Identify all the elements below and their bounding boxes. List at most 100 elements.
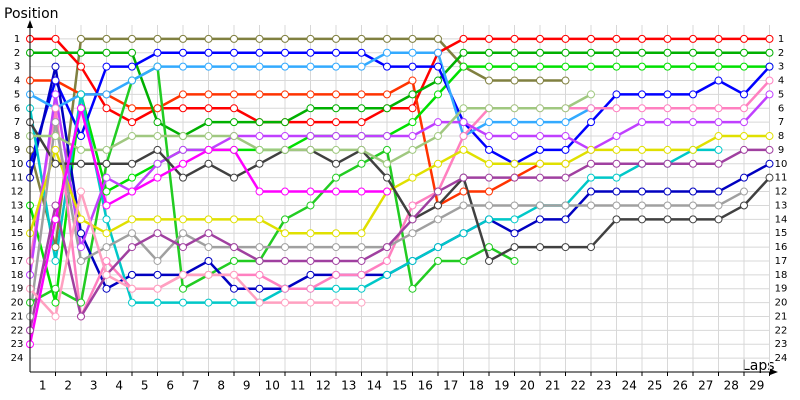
lap-marker	[485, 201, 493, 210]
lap-marker	[332, 229, 340, 238]
lap-marker	[281, 256, 289, 265]
lap-marker	[102, 159, 111, 168]
lap-marker	[128, 104, 136, 113]
lap-marker	[485, 187, 493, 196]
lap-marker	[102, 187, 111, 196]
lap-marker	[255, 145, 264, 154]
lap-marker	[357, 243, 366, 252]
lap-marker	[740, 132, 748, 141]
lap-marker	[51, 76, 60, 85]
y-tick-label-right: 2	[778, 48, 784, 59]
lap-marker	[77, 215, 85, 224]
lap-marker	[612, 215, 621, 224]
lap-marker	[638, 90, 646, 99]
lap-marker	[128, 118, 136, 127]
lap-marker	[357, 256, 366, 265]
y-tick-label: 24	[11, 353, 24, 364]
y-tick-label: 22	[11, 325, 24, 336]
y-tick-label-right: 12	[775, 187, 788, 198]
lap-marker	[638, 118, 646, 127]
lap-marker	[612, 187, 621, 196]
lap-marker	[204, 90, 213, 99]
lap-marker	[255, 284, 264, 293]
x-tick-label: 14	[367, 379, 382, 393]
lap-marker	[485, 256, 493, 265]
lap-marker	[612, 159, 621, 168]
y-tick-label-right: 11	[775, 173, 788, 184]
lap-marker	[383, 90, 391, 99]
y-tick-label-right: 16	[775, 242, 788, 253]
lap-marker	[204, 298, 213, 307]
lap-marker	[714, 145, 723, 154]
lap-marker	[485, 159, 493, 168]
lap-marker	[230, 62, 238, 71]
lap-marker	[230, 118, 238, 127]
lap-marker	[587, 62, 595, 71]
y-tick-label: 17	[11, 256, 24, 267]
lap-marker	[689, 118, 697, 127]
lap-marker	[459, 48, 468, 57]
y-tick-label: 3	[14, 62, 20, 73]
lap-marker	[230, 284, 238, 293]
lap-marker	[561, 132, 570, 141]
lap-marker	[306, 256, 315, 265]
lap-marker	[536, 104, 544, 113]
lap-marker	[408, 90, 417, 99]
y-tick-label: 20	[11, 298, 24, 309]
lap-marker	[510, 215, 519, 224]
y-tick-label-right: 18	[775, 270, 788, 281]
lap-marker	[204, 118, 213, 127]
lap-marker	[663, 215, 672, 224]
lap-marker	[612, 201, 621, 210]
lap-marker	[510, 132, 519, 141]
lap-marker	[383, 243, 391, 252]
lap-marker	[204, 215, 213, 224]
lap-marker	[714, 62, 723, 71]
position-line	[28, 148, 770, 331]
lap-marker	[510, 48, 519, 57]
lap-marker	[663, 90, 672, 99]
lap-marker	[281, 298, 289, 307]
lap-marker	[306, 187, 315, 196]
lap-marker	[230, 173, 238, 182]
lap-marker	[510, 256, 519, 265]
lap-marker	[230, 132, 238, 141]
lap-marker	[128, 173, 136, 182]
lap-marker	[230, 243, 238, 252]
x-tick-label: 20	[520, 379, 535, 393]
lap-marker	[714, 76, 723, 85]
lap-marker	[714, 104, 723, 113]
lap-marker	[255, 159, 264, 168]
lap-marker	[77, 104, 85, 113]
lap-marker	[383, 187, 391, 196]
lap-marker	[179, 173, 187, 182]
lap-marker	[179, 298, 187, 307]
lap-marker	[357, 104, 366, 113]
position-line	[28, 37, 566, 249]
x-tick-label: 12	[316, 379, 331, 393]
lap-marker	[204, 256, 213, 265]
lap-marker	[459, 132, 468, 141]
lap-marker	[230, 145, 238, 154]
lap-marker	[204, 229, 213, 238]
lap-marker	[204, 62, 213, 71]
lap-marker	[561, 201, 570, 210]
x-tick-label: 27	[698, 379, 713, 393]
x-tick-label: 21	[545, 379, 560, 393]
position-line	[29, 65, 516, 304]
position-line	[30, 79, 566, 207]
lap-marker	[536, 215, 544, 224]
lap-marker	[332, 256, 340, 265]
lap-marker	[434, 90, 442, 99]
lap-marker	[740, 201, 748, 210]
lap-marker	[434, 159, 442, 168]
lap-marker	[485, 76, 493, 85]
lap-marker	[306, 145, 315, 154]
lap-marker	[408, 145, 417, 154]
lap-marker	[714, 132, 723, 141]
lap-marker	[765, 132, 774, 141]
lap-marker	[485, 243, 493, 252]
lap-marker	[408, 173, 417, 182]
lap-marker	[306, 62, 315, 71]
